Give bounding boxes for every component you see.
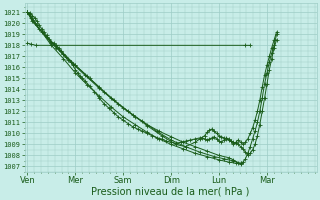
X-axis label: Pression niveau de la mer( hPa ): Pression niveau de la mer( hPa ) — [92, 187, 250, 197]
